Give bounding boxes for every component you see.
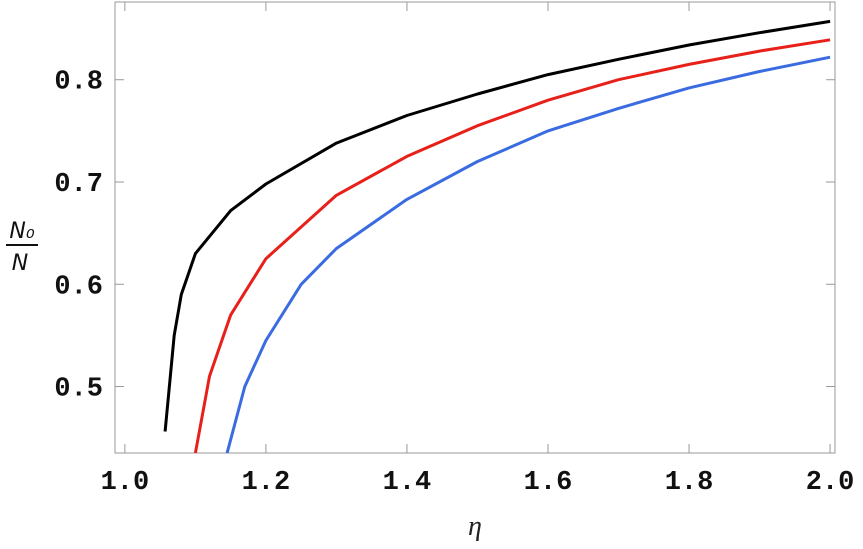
x-tick-label: 1.6 xyxy=(524,468,573,498)
x-tick-label: 1.0 xyxy=(101,468,150,498)
curve xyxy=(225,55,831,454)
curve xyxy=(193,38,831,454)
y-label-denominator: N xyxy=(12,251,28,276)
x-tick-label: 1.8 xyxy=(665,468,714,498)
x-axis-label: η xyxy=(468,511,482,542)
y-tick-label: 0.7 xyxy=(54,170,103,200)
y-tick-label: 0.8 xyxy=(54,68,103,98)
x-tick-label: 1.2 xyxy=(242,468,291,498)
x-tick-label: 1.4 xyxy=(383,468,432,498)
y-tick-label: 0.5 xyxy=(54,375,103,405)
plot-frame xyxy=(114,1,836,454)
y-label-numerator: N₀ xyxy=(9,219,34,244)
x-tick-label: 2.0 xyxy=(806,468,855,498)
y-tick-label: 0.6 xyxy=(54,272,103,302)
curve xyxy=(163,19,831,432)
